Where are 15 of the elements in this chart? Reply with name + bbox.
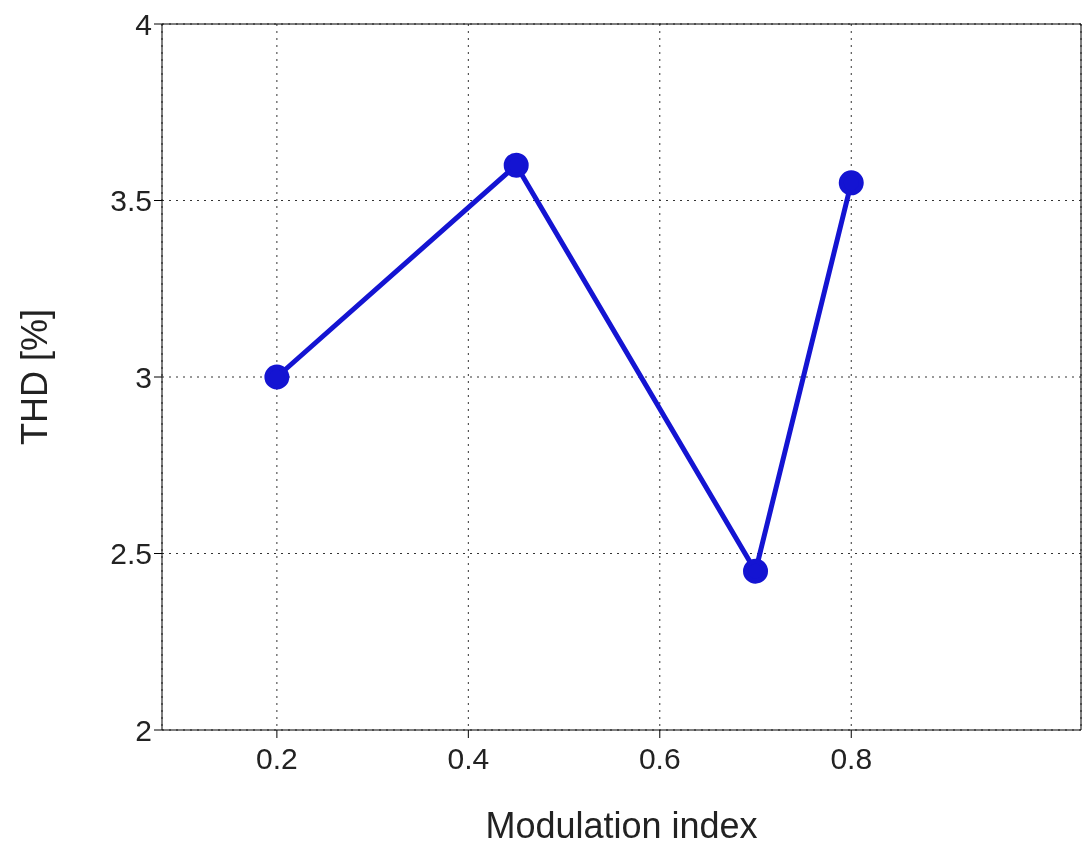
x-tick-label: 0.6 xyxy=(638,742,681,776)
y-axis-title: THD [%] xyxy=(13,308,55,446)
x-tick-label: 0.4 xyxy=(447,742,490,776)
x-axis-title: Modulation index xyxy=(485,805,758,846)
point xyxy=(503,152,529,178)
point xyxy=(838,170,864,196)
x-tick-label: 0.8 xyxy=(830,742,873,776)
x-tick-label: 0.2 xyxy=(256,742,298,776)
y-tick-label: 4 xyxy=(135,7,152,41)
point xyxy=(264,364,290,390)
y-tick-label: 3.5 xyxy=(110,184,152,218)
y-tick-label: 2 xyxy=(135,713,152,747)
y-tick-label: 2.5 xyxy=(110,537,152,571)
point xyxy=(743,558,769,584)
y-tick-label: 3 xyxy=(135,360,152,394)
